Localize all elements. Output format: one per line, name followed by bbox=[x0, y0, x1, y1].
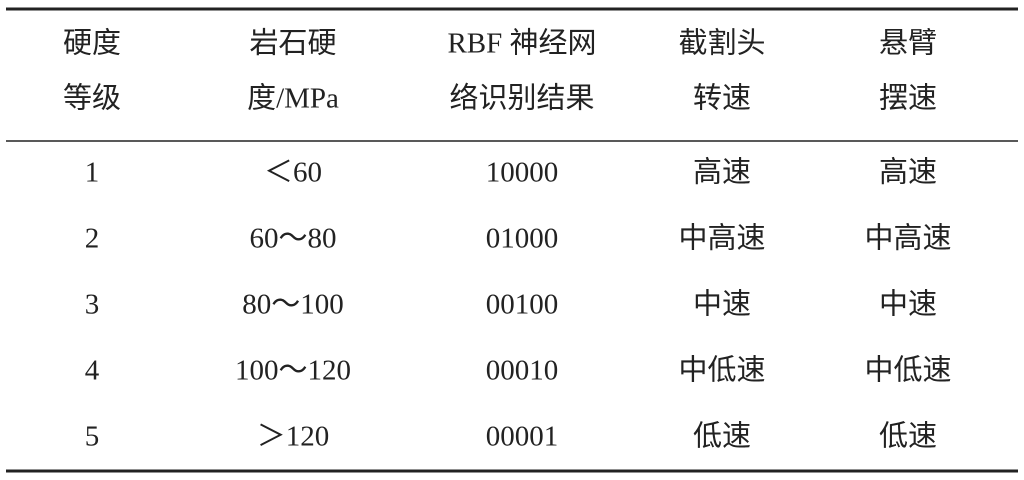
header-cell: 岩石硬 bbox=[249, 27, 336, 60]
table-cell: 3 bbox=[85, 289, 100, 321]
header-cell: 摆速 bbox=[879, 82, 937, 115]
header-cell: 悬臂 bbox=[879, 27, 937, 60]
table-cell: 中低速 bbox=[678, 354, 765, 387]
table-cell: 00010 bbox=[486, 355, 559, 387]
table-cell: 10000 bbox=[486, 157, 559, 189]
table-cell: 2 bbox=[85, 223, 100, 255]
table-cell: 01000 bbox=[486, 223, 559, 255]
table-cell: 60～80 bbox=[249, 223, 336, 255]
table-cell: ＜60 bbox=[264, 157, 322, 189]
table-cell: 中速 bbox=[879, 288, 937, 321]
table-cell: 1 bbox=[85, 157, 100, 189]
header-cell: 截割头 bbox=[678, 27, 765, 60]
table-cell: 5 bbox=[85, 421, 100, 453]
table-cell: 低速 bbox=[693, 420, 751, 453]
table-cell: 80～100 bbox=[242, 289, 344, 321]
table-cell: 高速 bbox=[693, 156, 751, 189]
table-cell: 中速 bbox=[693, 288, 751, 321]
table-cell: 低速 bbox=[879, 420, 937, 453]
table-cell: 4 bbox=[85, 355, 100, 387]
header-cell: 等级 bbox=[63, 82, 121, 115]
table-cell: 00001 bbox=[486, 421, 559, 453]
header-cell: 度/MPa bbox=[247, 82, 339, 115]
table-cell: 中低速 bbox=[864, 354, 951, 387]
table-cell: 中高速 bbox=[864, 222, 951, 255]
table-cell: 00100 bbox=[486, 289, 559, 321]
header-cell: 络识别结果 bbox=[449, 82, 594, 115]
table-cell: ＞120 bbox=[257, 421, 330, 453]
table-cell: 高速 bbox=[879, 156, 937, 189]
header-cell: 转速 bbox=[693, 82, 751, 115]
header-cell: RBF 神经网 bbox=[447, 27, 596, 60]
header-cell: 硬度 bbox=[63, 27, 121, 60]
table-cell: 中高速 bbox=[678, 222, 765, 255]
table-cell: 100～120 bbox=[235, 355, 351, 387]
